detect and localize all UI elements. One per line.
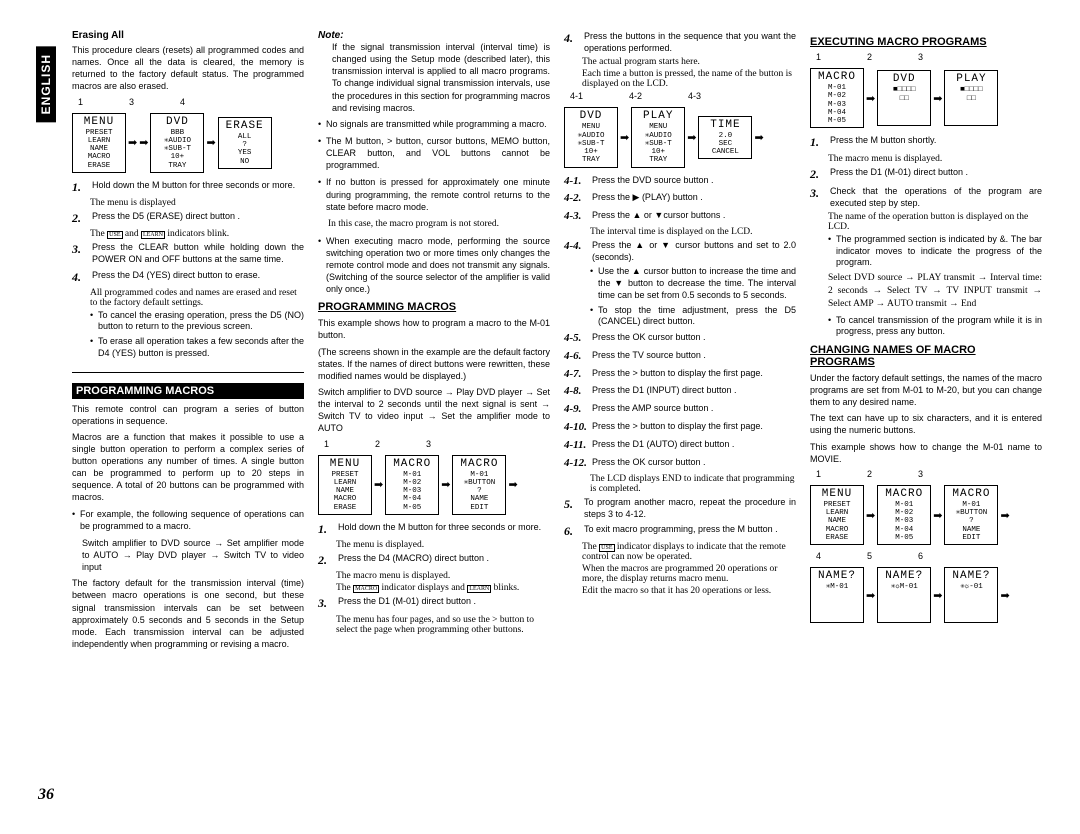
lcd-step-nums: 1 3 4 xyxy=(78,97,304,107)
programming-macros-title: PROGRAMMING MACROS xyxy=(72,383,304,399)
lcd-dvd: DVD BBB ✳AUDIO ✳SUB-T 10+ TRAY xyxy=(150,113,204,173)
page-number: 36 xyxy=(38,786,54,804)
lcd-menu: MENU PRESET LEARN NAME MACRO ERASE xyxy=(72,113,126,173)
column-3: 4.Press the buttons in the sequence that… xyxy=(564,30,796,654)
erasing-steps: 1.Hold down the M button for three secon… xyxy=(72,179,304,195)
column-2: Note: If the signal transmission interva… xyxy=(318,30,550,654)
column-1: Erasing All This procedure clears (reset… xyxy=(72,30,304,654)
erasing-title: Erasing All xyxy=(72,30,304,41)
changing-names-title: CHANGING NAMES OF MACRO PROGRAMS xyxy=(810,344,1042,368)
column-4: EXECUTING MACRO PROGRAMS 1 2 3 MACRO M-0… xyxy=(810,30,1042,654)
executing-title: EXECUTING MACRO PROGRAMS xyxy=(810,36,1042,48)
erasing-body: This procedure clears (resets) all progr… xyxy=(72,44,304,93)
arrow-icon: ➡ xyxy=(206,136,215,149)
arrow-icon: ➡ xyxy=(139,136,148,149)
arrow-icon: ➡ xyxy=(128,136,137,149)
lcd-erase: ERASE ALL ? YES NO xyxy=(218,117,272,169)
note-title: Note: xyxy=(318,30,550,41)
programming-macros-sub: PROGRAMMING MACROS xyxy=(318,301,550,313)
erasing-lcds: MENU PRESET LEARN NAME MACRO ERASE ➡ ➡ D… xyxy=(72,113,304,173)
language-tab: ENGLISH xyxy=(36,46,56,122)
